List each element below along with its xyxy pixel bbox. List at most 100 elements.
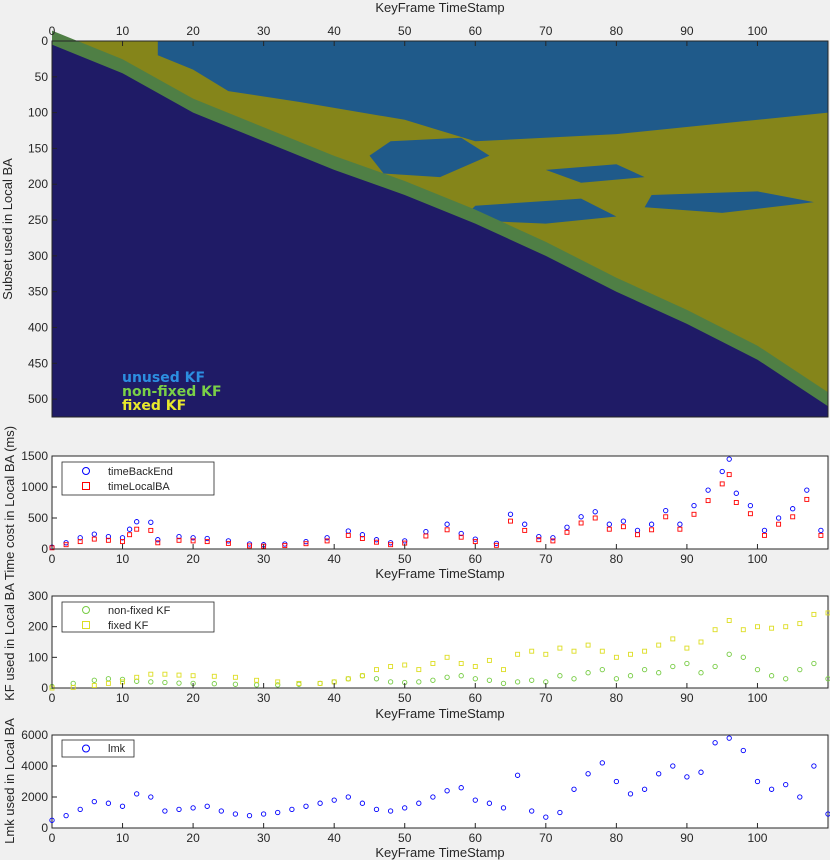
heatmap-panel: 0 10 20 30 40 50 60 70 80 90 100 0 50 100 150 200 250 30… (0, 0, 829, 418)
series-1-point (416, 667, 422, 673)
series-1-point (762, 532, 767, 538)
series-0-point (670, 663, 676, 670)
x-tick-label: 40 (328, 691, 342, 705)
series-1-point (656, 642, 662, 648)
y-tick-label: 0 (41, 821, 48, 835)
series-0-point (190, 535, 196, 541)
x-tick-label: 70 (539, 552, 553, 566)
series-0-point (783, 676, 789, 682)
series-0-point (592, 509, 598, 515)
x-tick-label: 20 (186, 691, 200, 705)
series-0-point (359, 800, 366, 806)
series-0-point (698, 769, 704, 775)
series-1-point (275, 679, 281, 685)
x-tick-label: 100 (747, 831, 767, 845)
legend-non-fixed-kf: non-fixed KF (122, 384, 222, 400)
series-0-point (275, 809, 281, 816)
series-1-point (472, 664, 478, 669)
series-0-point (105, 533, 112, 540)
series-0-point (740, 747, 746, 754)
time-cost-marks (49, 456, 824, 551)
series-1-point (825, 610, 830, 616)
series-0-point (811, 660, 817, 667)
heatmap-unused-kf-region (157, 41, 829, 224)
legend-non-fixed-kf-series: non-fixed KF (108, 605, 171, 617)
series-0-point (148, 519, 154, 525)
x-tick-label: 10 (116, 552, 130, 566)
x-tick-label: 30 (257, 831, 271, 845)
series-0-point (684, 774, 690, 780)
series-1-point (515, 651, 521, 657)
series-0-point (656, 670, 662, 676)
heatmap-y-label: Subset used in Local BA (0, 158, 15, 300)
series-1-point (691, 511, 697, 517)
series-1-point (388, 542, 394, 548)
series-1-point (190, 538, 196, 544)
series-0-point (373, 806, 380, 813)
series-0-point (797, 666, 803, 673)
series-0-point (514, 679, 521, 685)
series-1-point (797, 621, 803, 627)
y-tick-label: 450 (28, 356, 48, 370)
series-1-point (134, 526, 140, 532)
series-0-point (733, 490, 739, 496)
series-1-point (444, 527, 450, 533)
series-0-point (571, 786, 577, 792)
series-0-point (317, 800, 323, 806)
series-0-point (620, 518, 627, 524)
series-0-point (825, 676, 830, 682)
series-0-point (500, 805, 507, 811)
series-0-point (606, 521, 612, 527)
x-tick-label: 40 (328, 831, 342, 845)
series-0-point (585, 670, 591, 676)
series-1-point (726, 618, 732, 623)
series-1-point (324, 538, 330, 544)
series-1-point (63, 542, 69, 548)
heatmap-unused-region (52, 41, 828, 417)
series-1-point (444, 654, 450, 660)
series-1-point (303, 541, 309, 547)
series-1-point (105, 537, 111, 543)
series-0-point (373, 676, 380, 682)
series-0-point (719, 468, 725, 475)
series-1-point (176, 537, 182, 543)
series-0-point (91, 677, 97, 683)
series-0-point (148, 794, 154, 800)
series-1-point (613, 654, 619, 660)
series-0-point (627, 791, 634, 797)
series-0-point (529, 808, 535, 814)
series-0-point (134, 791, 140, 797)
series-0-point (557, 809, 563, 816)
legend-marker-timelocalba (82, 482, 90, 490)
x-tick-label: 80 (610, 831, 624, 845)
series-0-point (324, 535, 330, 541)
series-0-point (585, 771, 591, 777)
series-0-point (162, 808, 168, 814)
series-0-point (190, 805, 196, 811)
series-1-point (247, 543, 252, 549)
series-1-point (705, 498, 711, 504)
series-1-point (70, 684, 76, 690)
series-0-point (825, 811, 830, 817)
series-1-point (204, 539, 210, 545)
series-0-point (775, 515, 782, 521)
legend-marker-non-fixed-kf (82, 606, 90, 614)
series-1-point (162, 671, 168, 677)
series-0-point (458, 785, 464, 791)
series-0-point (726, 456, 732, 462)
kf-used-x-label: KeyFrame TimeStamp (375, 706, 504, 721)
series-0-point (726, 651, 732, 657)
series-1-point (359, 673, 365, 679)
series-1-point (176, 672, 182, 678)
kf-used-x-ticks: 0 10 20 30 40 50 60 70 80 90 100 (49, 683, 768, 705)
kf-used-marks (49, 610, 830, 691)
series-0-point (564, 524, 570, 530)
series-0-point (712, 740, 718, 746)
series-0-point (670, 763, 676, 769)
series-0-point (641, 786, 648, 792)
series-1-point (677, 526, 683, 532)
y-tick-label: 400 (28, 320, 48, 334)
series-1-point (254, 677, 260, 683)
series-0-point (514, 772, 521, 778)
series-0-point (684, 660, 690, 667)
